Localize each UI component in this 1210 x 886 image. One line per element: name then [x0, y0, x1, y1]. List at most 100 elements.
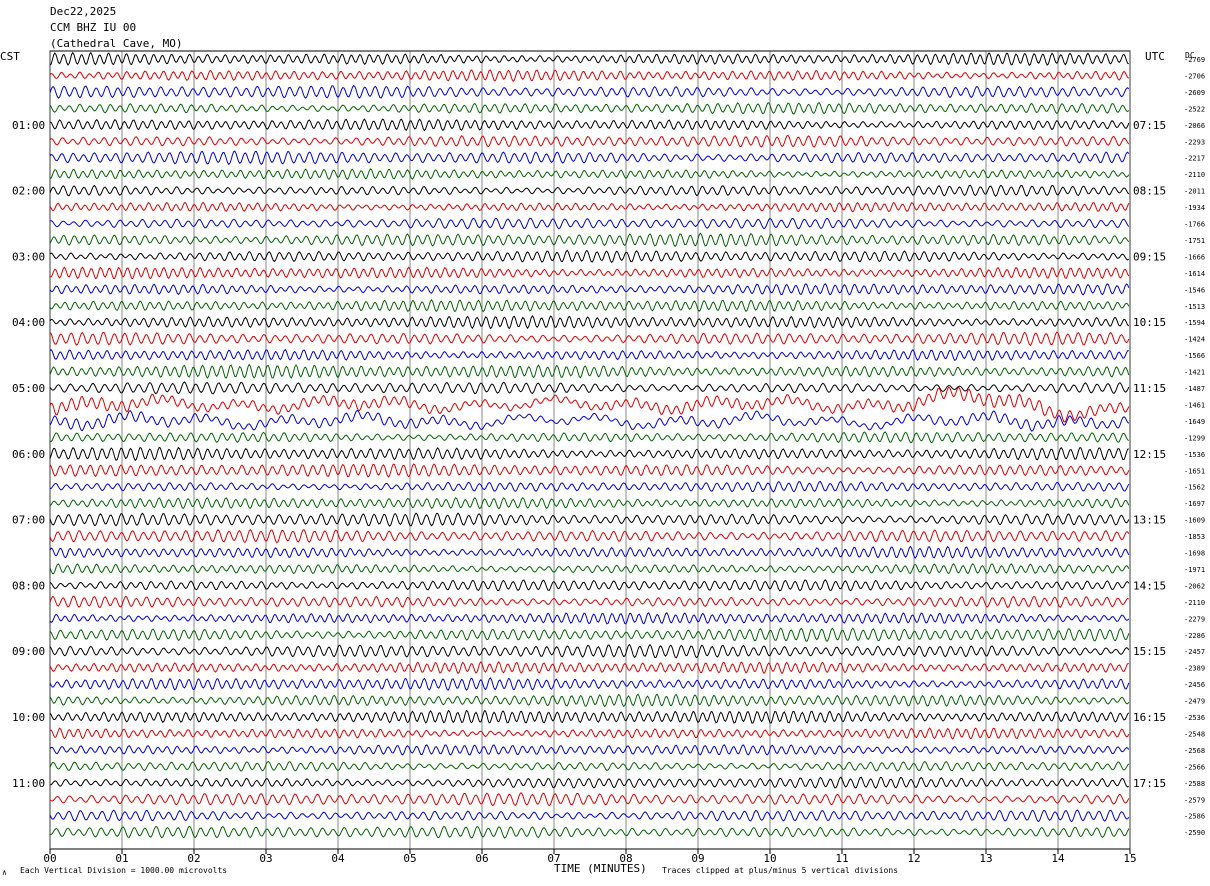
- seismic-trace-line: [49, 217, 1130, 230]
- seismic-traces: [49, 51, 1130, 839]
- seismic-trace-line: [49, 709, 1130, 724]
- seismic-trace-line: [49, 84, 1130, 99]
- dc-offset-label: -2548: [1184, 730, 1205, 738]
- dc-offset-label: -2769: [1184, 56, 1205, 64]
- seismic-trace-line: [49, 595, 1130, 608]
- seismic-trace-line: [49, 661, 1129, 675]
- dc-offset-label: -1697: [1184, 500, 1205, 508]
- x-tick-label: 06: [475, 852, 488, 865]
- x-tick-label: 03: [259, 852, 272, 865]
- cst-hour-label: 09:00: [12, 645, 45, 658]
- dc-offset-label: -2536: [1184, 714, 1205, 722]
- cst-hour-label: 05:00: [12, 382, 45, 395]
- utc-hour-label: 08:15: [1133, 185, 1166, 198]
- seismic-trace-line: [49, 693, 1130, 708]
- dc-offset-label: -2286: [1184, 632, 1205, 640]
- dc-offset-label: -1424: [1184, 336, 1205, 344]
- dc-offset-label: -2011: [1184, 188, 1205, 196]
- seismic-trace-line: [49, 315, 1130, 330]
- dc-offset-header: DC: [1185, 51, 1195, 60]
- x-tick-label: 14: [1051, 852, 1065, 865]
- seismic-trace-line: [49, 118, 1130, 132]
- seismic-trace-line: [49, 134, 1130, 148]
- utc-hour-label: 14:15: [1133, 579, 1166, 592]
- dc-offset-label: -1934: [1184, 204, 1205, 212]
- x-tick-label: 15: [1123, 852, 1136, 865]
- cst-hour-label: 08:00: [12, 579, 45, 592]
- seismic-trace-line: [49, 282, 1130, 296]
- dc-offset-label: -1651: [1184, 467, 1205, 475]
- grid-lines: [49, 50, 1131, 854]
- seismic-trace-line: [49, 249, 1130, 264]
- dc-offset-label: -1487: [1184, 385, 1205, 393]
- x-tick-label: 11: [835, 852, 848, 865]
- seismic-trace-line: [49, 744, 1130, 756]
- seismic-trace-line: [49, 480, 1130, 493]
- dc-offset-label: -2588: [1184, 780, 1205, 788]
- seismic-trace-line: [49, 727, 1130, 740]
- seismic-trace-line: [49, 102, 1130, 115]
- station-location-label: (Cathedral Cave, MO): [50, 37, 183, 50]
- dc-offset-label: -2579: [1184, 796, 1205, 804]
- dc-offset-label: -2566: [1184, 763, 1205, 771]
- dc-offset-label: -2706: [1184, 72, 1205, 80]
- corner-mark: ∧: [2, 868, 7, 877]
- cst-hour-label: 06:00: [12, 448, 45, 461]
- seismic-trace-line: [49, 331, 1130, 347]
- cst-hour-label: 11:00: [12, 777, 45, 790]
- dc-offset-label: -1649: [1184, 418, 1205, 426]
- seismic-trace-line: [49, 266, 1130, 280]
- seismic-trace-line: [49, 150, 1130, 166]
- x-tick-label: 12: [907, 852, 920, 865]
- seismic-trace-line: [49, 463, 1130, 478]
- seismic-trace-line: [49, 363, 1130, 379]
- seismic-trace-line: [49, 825, 1130, 839]
- dc-offset-label: -1751: [1184, 237, 1205, 245]
- cst-hour-label: 04:00: [12, 316, 45, 329]
- seismic-trace-line: [49, 184, 1130, 197]
- dc-offset-label: -2217: [1184, 155, 1205, 163]
- x-tick-label: 00: [43, 852, 56, 865]
- utc-hour-label: 11:15: [1133, 382, 1166, 395]
- seismic-trace-line: [49, 386, 1130, 423]
- seismic-trace-line: [49, 760, 1130, 772]
- seismic-trace-line: [49, 643, 1130, 659]
- x-tick-label: 07: [547, 852, 560, 865]
- dc-offset-label: -2062: [1184, 582, 1205, 590]
- seismic-trace-line: [49, 512, 1130, 527]
- dc-offset-label: -2586: [1184, 813, 1205, 821]
- seismic-trace-line: [49, 381, 1130, 395]
- x-tick-label: 05: [403, 852, 416, 865]
- dc-offset-label: -1614: [1184, 270, 1205, 278]
- cst-hour-label: 02:00: [12, 185, 45, 198]
- channel-label: CCM BHZ IU 00: [50, 21, 137, 34]
- seismic-trace-line: [49, 792, 1130, 807]
- right-timezone-label: UTC: [1145, 50, 1165, 63]
- utc-hour-label: 09:15: [1133, 250, 1166, 263]
- scale-note: Each Vertical Division = 1000.00 microvo…: [20, 866, 228, 875]
- x-tick-label: 02: [187, 852, 200, 865]
- plot-header: Dec22,2025 CCM BHZ IU 00 (Cathedral Cave…: [50, 4, 182, 52]
- dc-offset-label: -2590: [1184, 829, 1205, 837]
- dc-offset-label: -2389: [1184, 665, 1205, 673]
- dc-offset-label: -2110: [1184, 599, 1205, 607]
- seismic-trace-line: [49, 677, 1130, 691]
- dc-offset-label: -1971: [1184, 566, 1205, 574]
- seismic-trace-line: [49, 545, 1130, 559]
- seismic-trace-line: [49, 69, 1130, 82]
- seismic-trace-line: [49, 431, 1130, 444]
- utc-hour-label: 15:15: [1133, 645, 1166, 658]
- dc-offset-label: -1461: [1184, 401, 1205, 409]
- seismic-trace-line: [49, 627, 1130, 642]
- utc-hour-label: 12:15: [1133, 448, 1166, 461]
- dc-offset-label: -1766: [1184, 221, 1205, 229]
- cst-hour-label: 07:00: [12, 514, 45, 527]
- dc-offset-label: -1609: [1184, 517, 1205, 525]
- x-tick-label: 10: [763, 852, 776, 865]
- cst-hour-label: 03:00: [12, 250, 45, 263]
- dc-offset-label: -1546: [1184, 286, 1205, 294]
- dc-offset-label: -1421: [1184, 369, 1205, 377]
- x-axis-title: TIME (MINUTES): [554, 862, 647, 875]
- seismic-trace-line: [49, 348, 1129, 362]
